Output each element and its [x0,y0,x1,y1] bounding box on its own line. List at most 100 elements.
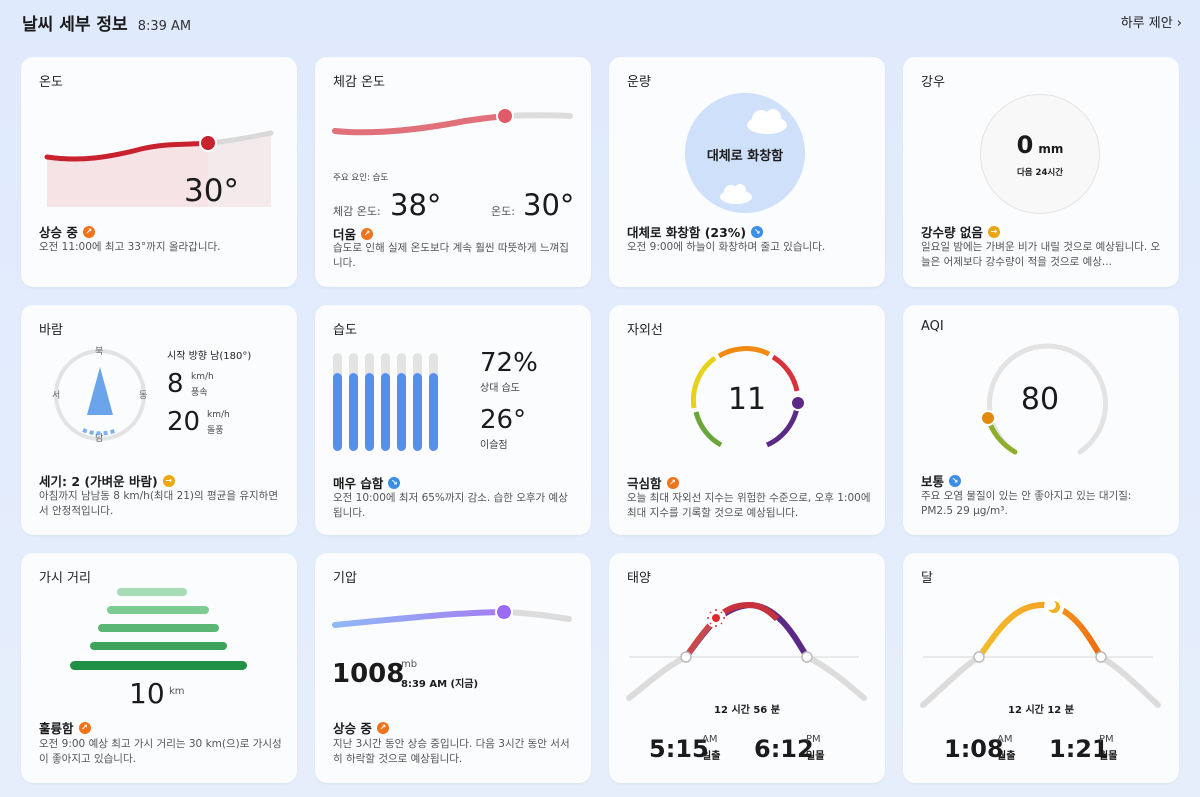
trend-up-icon: ↗ [376,721,389,734]
status-label: 매우 습함 [333,476,384,491]
moonset-ampm: PM [1099,734,1114,745]
precipitation-value: 0 [1016,131,1034,159]
actual-temp-value: 30° [523,188,575,222]
card-title: 운량 [627,75,651,90]
aqi-value: 80 [1020,382,1060,417]
status-label: 상승 중 [39,225,78,240]
sunrise-time: 5:15 [649,735,709,763]
wind-gust-value: 20 [167,407,201,437]
trend-down-icon: ↘ [388,476,401,489]
temperature-status: 상승 중 ↗ [39,222,95,241]
dew-point-label: 이슬점 [480,440,508,451]
wind-direction-arrow-icon [87,367,113,415]
moonset-time: 1:21 [1049,735,1109,763]
uv-status: 극심함 ↗ [627,473,679,492]
temperature-chart [44,130,274,207]
status-label: 극심함 [627,476,662,491]
cloud-cover-card[interactable]: 운량 대체로 화창함 대체로 화창함 (23%) ↘ 오전 9:00에 하늘이 … [609,57,885,287]
humidity-status: 매우 습함 ↘ [333,473,401,492]
cloud-icon [720,184,752,204]
status-label: 대체로 화창함 (23%) [627,225,747,240]
cloud-icons [720,109,787,204]
sunrise-ampm: AM [702,734,718,745]
pressure-value: 1008 [332,659,405,689]
precipitation-status: 강수량 없음 → [921,222,1000,241]
status-label: 훌륭함 [39,721,74,736]
trend-up-icon: ↗ [361,227,374,240]
moon-card[interactable]: 달 12 시간 12 분 1:08 AM 월출 1:21 PM 월몰 [903,553,1179,783]
pressure-card[interactable]: 기압 1008 mb 8:39 AM (지금) 상승 중 ↗ 지난 3시간 동안… [315,553,591,783]
trend-up-icon: ↗ [78,721,91,734]
sun-card[interactable]: 태양 12 시간 56 분 5:15 AM 일출 6:12 PM 일몰 [609,553,885,783]
wind-status: 세기: 2 (가벼운 바람) → [39,471,175,490]
card-title: 태양 [627,571,651,586]
dew-point-value: 26° [480,405,527,435]
visibility-status: 훌륭함 ↗ [39,718,91,737]
cloud-center-label: 대체로 화창함 [706,149,784,164]
moon-duration: 12 시간 12 분 [1008,705,1074,716]
card-title: 강우 [921,75,945,90]
page-header: 날씨 세부 정보 8:39 AM [22,10,191,35]
pressure-status: 상승 중 ↗ [333,718,389,737]
visibility-unit: km [169,686,185,697]
humidity-bars [333,353,438,451]
precipitation-card[interactable]: 강우 0 mm 다음 24시간 강수량 없음 → 일요일 밤에는 가벼운 비가 … [903,57,1179,287]
moon-arc-chart [920,597,1161,708]
uv-description: 오늘 최대 자외선 지수는 위험한 수준으로, 오후 1:00에 최대 지수를 … [627,492,871,519]
feels-label: 체감 온도: [333,205,381,218]
card-title: AQI [921,319,944,334]
card-title: 자외선 [627,323,663,338]
feels-like-chart [332,107,573,136]
wind-card[interactable]: 바람 북 서 동 남 시작 방향 남(180°) 8 km/h 풍속 20 km… [21,305,297,535]
uv-index-card[interactable]: 자외선 11 극심함 ↗ 오늘 최대 자외선 지수는 위험한 수준으로, 오후 … [609,305,885,535]
trend-down-icon: ↘ [751,225,764,238]
card-title: 바람 [39,323,63,338]
temperature-card[interactable]: 온도 30° 상승 중 ↗ 오전 11:00에 최고 33°까지 올라갑니다. [21,57,297,287]
precipitation-circle [980,94,1100,214]
cloud-description: 오전 9:00에 하늘이 화창하며 줄고 있습니다. [627,241,826,253]
status-label: 강수량 없음 [921,225,983,240]
card-title: 달 [921,571,933,586]
moonrise-time: 1:08 [944,735,1004,763]
daily-suggestion-link[interactable]: 하루 제안 › [1120,16,1182,31]
moon-icon [1044,597,1064,617]
sunset-time: 6:12 [754,735,814,763]
card-title: 가시 거리 [39,571,91,586]
sunset-ampm: PM [806,734,821,745]
visibility-value: 10 [129,677,165,710]
precipitation-description: 일요일 밤에는 가벼운 비가 내릴 것으로 예상됩니다. 오늘은 어제보다 강수… [921,241,1161,268]
humidity-description: 오전 10:00에 최저 65%까지 감소. 습한 오후가 예상됩니다. [333,492,568,519]
aqi-status: 보통 ↘ [921,471,962,490]
compass-north: 북 [95,347,104,357]
trend-up-icon: ↗ [666,476,679,489]
feels-like-card[interactable]: 체감 온도 주요 요인: 습도 체감 온도: 38° 온도: 30° 더움 ↗ … [315,57,591,287]
trend-down-icon: ↘ [949,474,962,487]
compass-south: 남 [95,434,104,444]
trend-flat-icon: → [162,474,175,487]
card-title: 체감 온도 [333,75,385,90]
humidity-card[interactable]: 습도 72% 상대 습도 26° 이슬점 매우 습함 ↘ 오전 10:00에 최… [315,305,591,535]
cloud-icon [747,109,787,134]
status-label: 더움 [333,227,357,242]
moonset-label: 월몰 [1099,751,1118,762]
wind-speed-value: 8 [167,369,184,399]
feels-value: 38° [390,188,442,222]
trend-flat-icon: → [987,225,1000,238]
humidity-value: 72% [480,348,538,378]
wind-gust-label: 돌풍 [207,426,224,436]
moonrise-ampm: AM [997,734,1013,745]
aqi-card[interactable]: AQI 80 보통 ↘ 주요 오염 물질이 있는 안 좋아지고 있는 대기질: … [903,305,1179,535]
header-time: 8:39 AM [137,19,192,34]
feels-status: 더움 ↗ [333,224,374,243]
page-title: 날씨 세부 정보 [22,15,128,35]
feels-description: 습도로 인해 실제 온도보다 계속 훨씬 따뜻하게 느껴집니다. [333,242,569,269]
precipitation-unit: mm [1038,142,1064,156]
visibility-card[interactable]: 가시 거리 10 km 훌륭함 ↗ 오전 9:00 예상 최고 가시 거리는 3… [21,553,297,783]
daylight-duration: 12 시간 56 분 [714,705,780,716]
humidity-value-label: 상대 습도 [480,383,520,394]
wind-gust-unit: km/h [207,410,230,420]
pressure-chart [332,603,572,628]
status-label: 보통 [921,474,945,489]
card-title: 습도 [333,323,357,338]
pressure-unit: mb [401,659,418,670]
